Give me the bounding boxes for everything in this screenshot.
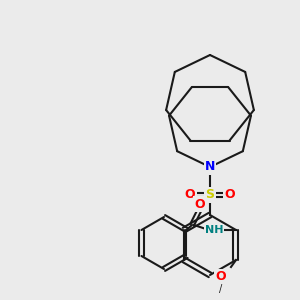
Text: NH: NH	[205, 225, 223, 235]
Text: /: /	[219, 284, 223, 294]
Text: N: N	[205, 160, 215, 173]
Text: O: O	[216, 271, 226, 284]
Text: O: O	[185, 188, 195, 202]
Text: O: O	[195, 197, 205, 211]
Text: S: S	[206, 188, 214, 202]
Text: O: O	[225, 188, 235, 202]
